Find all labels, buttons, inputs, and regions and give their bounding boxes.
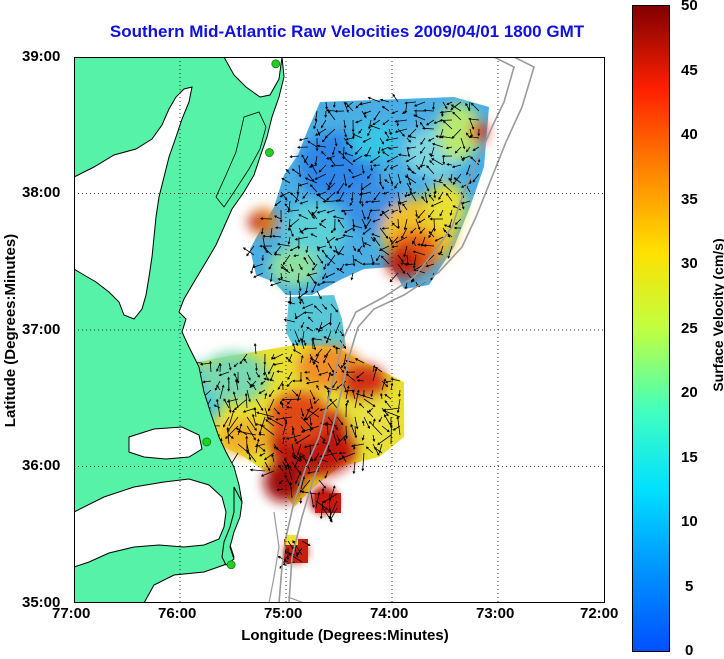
cb-tick-30: 30 — [681, 255, 698, 272]
cb-tick-25: 25 — [681, 320, 698, 337]
cb-tick-15: 15 — [681, 449, 698, 466]
x-tick-76: 76:00 — [158, 605, 197, 622]
y-tick-38: 38:00 — [22, 184, 61, 201]
cb-tick-10: 10 — [681, 513, 698, 530]
chesapeake-bay — [74, 86, 193, 320]
station-delmarva — [265, 148, 274, 157]
pamlico-sound — [74, 478, 227, 568]
isobath-contours — [268, 57, 535, 603]
station-northern-cape — [271, 59, 281, 69]
y-tick-37: 37:00 — [22, 321, 61, 338]
vector-arrows — [134, 93, 481, 569]
x-tick-73: 73:00 — [476, 605, 515, 622]
map-title: Southern Mid-Atlantic Raw Velocities 200… — [109, 22, 585, 41]
y-tick-36: 36:00 — [22, 457, 61, 474]
station-outer-banks-north — [202, 437, 212, 447]
velocity-field-middle — [286, 295, 346, 357]
x-tick-74: 74:00 — [370, 605, 409, 622]
station-outer-banks-south — [226, 560, 236, 570]
y-tick-39: 39:00 — [22, 48, 61, 65]
y-axis-label: Latitude (Degrees:Minutes) — [2, 233, 19, 428]
cb-tick-20: 20 — [681, 384, 698, 401]
radar-stations — [202, 59, 281, 570]
colorbar-gradient — [632, 5, 670, 652]
colorbar-label: Surface Velocity (cm/s) — [710, 238, 724, 392]
delaware-bay — [223, 57, 283, 98]
cb-tick-35: 35 — [681, 191, 698, 208]
x-axis-label: Longitude (Degrees:Minutes) — [241, 627, 449, 644]
cb-tick-0: 0 — [685, 642, 694, 659]
velocity-map — [74, 57, 605, 603]
cb-tick-40: 40 — [681, 126, 698, 143]
colorbar — [632, 5, 670, 652]
cb-tick-5: 5 — [685, 578, 694, 595]
grid-lines — [74, 57, 605, 603]
y-tick-35: 35:00 — [22, 594, 61, 611]
x-tick-72: 72:00 — [580, 605, 619, 622]
x-tick-75: 75:00 — [264, 605, 303, 622]
x-tick-77: 77:00 — [52, 605, 91, 622]
plot-frame — [74, 57, 605, 603]
velocity-vectors — [134, 93, 481, 569]
cb-tick-50: 50 — [681, 0, 698, 14]
cb-tick-45: 45 — [681, 62, 698, 79]
